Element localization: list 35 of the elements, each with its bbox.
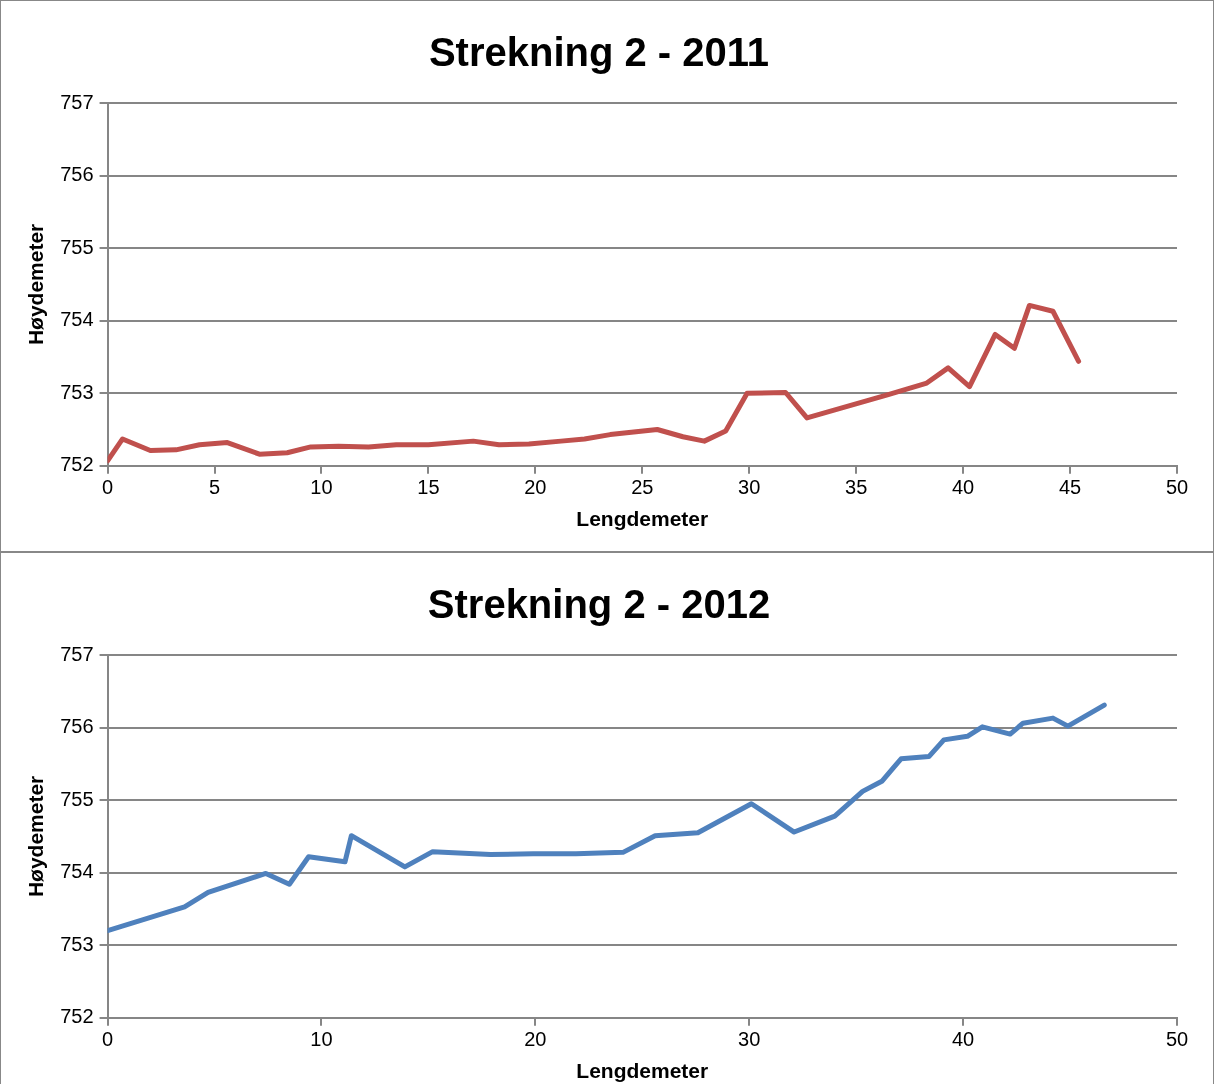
- x-axis-title: Lengdemeter: [576, 1059, 709, 1083]
- y-tick-label: 755: [60, 235, 94, 258]
- x-tick-label: 0: [102, 1028, 114, 1051]
- x-tick-label: 45: [1058, 476, 1082, 499]
- x-tick-label: 40: [951, 476, 975, 499]
- x-tick-label: 5: [208, 476, 221, 499]
- x-tick-label: 20: [524, 476, 547, 499]
- chart-title: Strekning 2 - 2012: [427, 582, 771, 627]
- x-tick-label: 25: [631, 476, 654, 499]
- chart-title: Strekning 2 - 2011: [428, 30, 770, 75]
- x-tick-label: 40: [951, 1028, 975, 1051]
- y-tick-label: 757: [60, 642, 94, 665]
- x-axis-title: Lengdemeter: [576, 507, 709, 531]
- y-tick-label: 754: [60, 308, 94, 331]
- x-tick-label: 35: [845, 476, 868, 499]
- y-tick-label: 754: [60, 860, 94, 883]
- y-axis-title: Høydemeter: [24, 223, 48, 346]
- y-axis-title: Høydemeter: [24, 775, 48, 898]
- x-tick-label: 10: [310, 1028, 333, 1051]
- y-tick-label: 752: [60, 1005, 94, 1028]
- x-tick-label: 10: [310, 476, 333, 499]
- x-tick-label: 15: [417, 476, 440, 499]
- x-tick-label: 30: [738, 476, 761, 499]
- y-tick-label: 756: [60, 715, 94, 738]
- x-tick-label: 50: [1165, 476, 1189, 499]
- y-tick-label: 755: [60, 787, 94, 810]
- y-tick-label: 757: [60, 90, 94, 113]
- x-tick-label: 50: [1165, 1028, 1189, 1051]
- y-tick-label: 753: [60, 380, 94, 403]
- y-tick-label: 756: [60, 163, 94, 186]
- x-tick-label: 0: [102, 476, 114, 499]
- y-tick-label: 752: [60, 453, 94, 476]
- x-tick-label: 30: [738, 1028, 761, 1051]
- x-tick-label: 20: [524, 1028, 547, 1051]
- y-tick-label: 753: [60, 932, 94, 955]
